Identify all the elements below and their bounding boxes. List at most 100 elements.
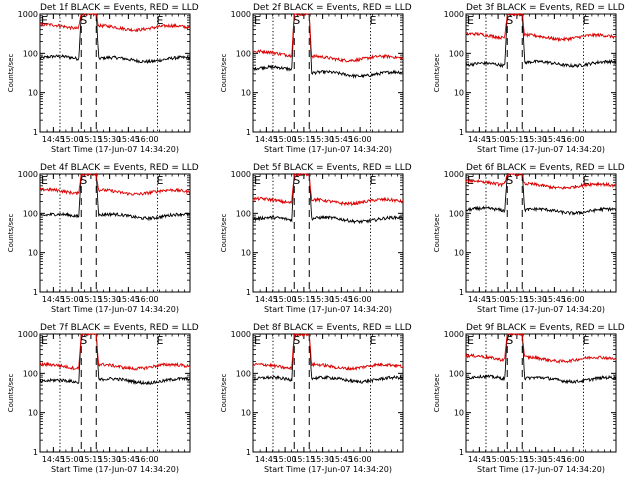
y-axis-label: Counts/sec xyxy=(433,54,441,93)
eclipse-label: E xyxy=(370,174,377,187)
x-tick-label: 14:45 xyxy=(255,295,278,304)
y-tick-label: 1 xyxy=(459,448,464,457)
x-tick-label: 15:00 xyxy=(274,135,297,144)
y-tick-label: 10 xyxy=(241,249,251,258)
x-tick-label: 15:30 xyxy=(98,455,121,464)
x-tick-label: 16:00 xyxy=(349,295,372,304)
plot-frame xyxy=(39,173,191,293)
x-tick-label: 14:45 xyxy=(468,135,491,144)
y-tick-label: 100 xyxy=(236,369,251,378)
series-lld-line xyxy=(252,13,404,63)
y-tick-label: 10 xyxy=(454,409,464,418)
eclipse-label: E xyxy=(583,174,590,187)
x-axis-label: Start Time (17-Jun-07 14:34:20) xyxy=(264,145,392,154)
saa-label: S xyxy=(506,334,513,347)
x-tick-label: 16:00 xyxy=(136,295,159,304)
series-events-line xyxy=(465,333,617,385)
series-events-line xyxy=(465,12,617,69)
y-tick-label: 1000 xyxy=(444,330,464,339)
y-tick-label: 10 xyxy=(28,249,38,258)
series-events-line xyxy=(465,172,617,216)
x-tick-label: 15:00 xyxy=(61,135,84,144)
x-tick-label: 15:30 xyxy=(311,295,334,304)
y-tick-label: 1000 xyxy=(231,330,251,339)
y-axis-label: Counts/sec xyxy=(433,214,441,253)
x-tick-label: 14:45 xyxy=(42,135,65,144)
panel-det-4: Det 4f BLACK = Events, RED = LLD 1 10 100 10… xyxy=(7,163,199,314)
x-tick-label: 15:30 xyxy=(98,135,121,144)
x-tick-label: 15:30 xyxy=(524,295,547,304)
saa-label: S xyxy=(80,14,87,27)
saa-label: S xyxy=(293,14,300,27)
panel-det-6: Det 6f BLACK = Events, RED = LLD 1 10 100 10… xyxy=(433,163,625,314)
saa-label: S xyxy=(80,334,87,347)
series-lld-line xyxy=(39,172,191,196)
eclipse-label: E xyxy=(157,174,164,187)
y-tick-label: 100 xyxy=(449,209,464,218)
panel-det-1: Det 1f BLACK = Events, RED = LLD 1 10 100 10… xyxy=(7,3,199,154)
saa-label: S xyxy=(506,14,513,27)
panel-title: Det 4f BLACK = Events, RED = LLD xyxy=(40,163,199,173)
series-events-line xyxy=(252,333,404,384)
y-axis-label: Counts/sec xyxy=(433,374,441,413)
x-tick-label: 15:15 xyxy=(292,455,315,464)
panel-title: Det 9f BLACK = Events, RED = LLD xyxy=(466,323,625,333)
x-tick-label: 15:45 xyxy=(330,135,353,144)
x-tick-label: 15:00 xyxy=(61,455,84,464)
x-tick-label: 15:45 xyxy=(543,295,566,304)
y-axis-label: Counts/sec xyxy=(220,214,228,253)
y-tick-label: 100 xyxy=(236,49,251,58)
plot-frame xyxy=(252,333,404,453)
x-tick-label: 15:15 xyxy=(79,135,102,144)
series-events-line xyxy=(252,172,404,225)
series-lld-line xyxy=(252,172,404,207)
y-axis-label: Counts/sec xyxy=(7,374,15,413)
x-axis-label: Start Time (17-Jun-07 14:34:20) xyxy=(477,305,605,314)
x-tick-label: 16:00 xyxy=(349,135,372,144)
plot-frame xyxy=(39,13,191,133)
series-events-line xyxy=(39,172,191,222)
panel-det-8: Det 8f BLACK = Events, RED = LLD 1 10 100 10… xyxy=(220,323,412,474)
plot-frame xyxy=(252,173,404,293)
plot-frame xyxy=(465,13,617,133)
y-tick-label: 1000 xyxy=(18,330,38,339)
saa-label: S xyxy=(80,174,87,187)
panel-title: Det 3f BLACK = Events, RED = LLD xyxy=(466,3,625,13)
y-tick-label: 1 xyxy=(459,288,464,297)
eclipse-label: E xyxy=(467,334,474,347)
panel-title: Det 7f BLACK = Events, RED = LLD xyxy=(40,323,199,333)
x-tick-label: 15:30 xyxy=(98,295,121,304)
x-tick-label: 15:15 xyxy=(292,295,315,304)
eclipse-label: E xyxy=(370,334,377,347)
plot-frame xyxy=(39,333,191,453)
x-tick-label: 15:45 xyxy=(117,135,140,144)
x-tick-label: 15:30 xyxy=(311,135,334,144)
series-lld-line xyxy=(252,332,404,372)
y-tick-label: 100 xyxy=(23,369,38,378)
eclipse-label: E xyxy=(254,14,261,27)
panel-det-7: Det 7f BLACK = Events, RED = LLD 1 10 100 10… xyxy=(7,323,199,474)
x-tick-label: 15:00 xyxy=(61,295,84,304)
x-tick-label: 15:45 xyxy=(330,455,353,464)
y-axis-label: Counts/sec xyxy=(220,54,228,93)
x-tick-label: 14:45 xyxy=(255,135,278,144)
y-tick-label: 10 xyxy=(241,89,251,98)
eclipse-label: E xyxy=(370,14,377,27)
x-tick-label: 14:45 xyxy=(468,455,491,464)
x-tick-label: 15:30 xyxy=(311,455,334,464)
x-axis-label: Start Time (17-Jun-07 14:34:20) xyxy=(51,305,179,314)
y-tick-label: 1000 xyxy=(444,170,464,179)
x-tick-label: 16:00 xyxy=(136,455,159,464)
x-tick-label: 15:15 xyxy=(79,455,102,464)
x-tick-label: 15:00 xyxy=(487,295,510,304)
y-tick-label: 1 xyxy=(33,448,38,457)
panel-title: Det 5f BLACK = Events, RED = LLD xyxy=(253,163,412,173)
x-axis-label: Start Time (17-Jun-07 14:34:20) xyxy=(477,145,605,154)
x-tick-label: 15:00 xyxy=(487,135,510,144)
y-tick-label: 10 xyxy=(28,89,38,98)
x-tick-label: 15:45 xyxy=(543,455,566,464)
panel-title: Det 2f BLACK = Events, RED = LLD xyxy=(253,3,412,13)
panel-det-2: Det 2f BLACK = Events, RED = LLD 1 10 100 10… xyxy=(220,3,412,154)
y-tick-label: 100 xyxy=(23,209,38,218)
